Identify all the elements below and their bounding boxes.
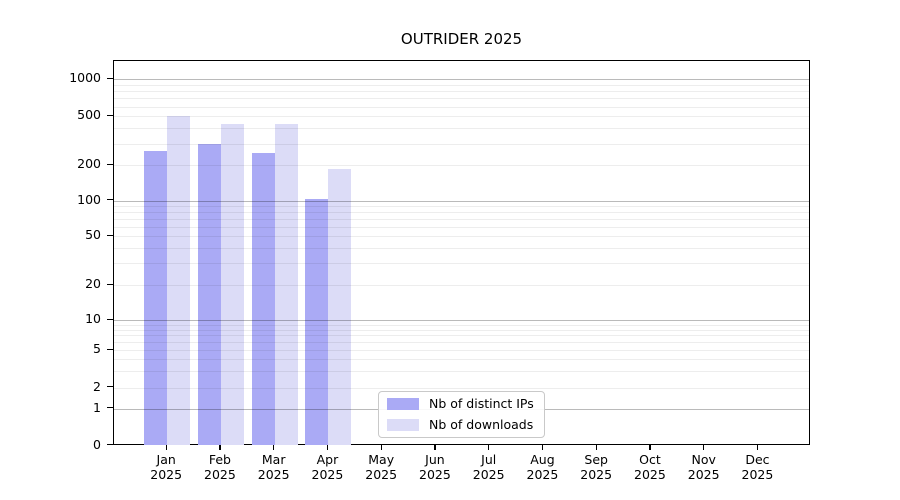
legend-swatch-downloads-icon — [387, 418, 419, 431]
x-axis-tick — [434, 444, 436, 450]
y-axis-tick — [106, 444, 113, 446]
x-axis-tick — [756, 444, 759, 450]
gridline-90 — [114, 205, 809, 207]
y-axis-tick — [106, 199, 113, 201]
y-axis-tick — [106, 163, 113, 166]
x-axis-tick-label: Apr 2025 — [311, 451, 344, 483]
x-axis-tick-label: Jul 2025 — [472, 451, 505, 483]
gridline-9 — [114, 324, 809, 326]
gridline-40 — [114, 248, 809, 249]
gridline-900 — [114, 84, 809, 86]
bar-jan-2025-distinct-ips — [144, 151, 168, 446]
x-axis-tick — [273, 444, 275, 450]
legend-swatch-distinct-ips-icon — [387, 398, 419, 411]
x-axis-tick-label: Dec 2025 — [741, 451, 774, 483]
x-axis-tick-label: Aug 2025 — [526, 451, 559, 483]
y-axis-tick — [106, 407, 113, 409]
gridline-30 — [114, 263, 809, 265]
x-axis-tick-label: Oct 2025 — [634, 451, 666, 483]
x-axis-tick — [165, 444, 167, 450]
x-axis-tick-label: Jan 2025 — [150, 451, 183, 483]
x-axis-tick-label: Feb 2025 — [204, 451, 236, 483]
y-axis-tick — [106, 386, 113, 388]
gridline-100 — [114, 200, 809, 202]
x-axis-tick-label: Nov 2025 — [687, 451, 720, 483]
y-axis-tick-label: 1000 — [69, 70, 101, 86]
legend-label: Nb of distinct IPs — [429, 396, 534, 412]
gridline-800 — [114, 91, 809, 93]
x-axis-tick — [219, 444, 221, 450]
gridline-1000 — [114, 79, 809, 81]
gridline-3 — [114, 371, 809, 373]
x-axis-tick — [595, 444, 597, 450]
gridline-60 — [114, 226, 809, 228]
plot-area — [113, 60, 810, 446]
bar-feb-2025-distinct-ips — [197, 143, 221, 446]
gridline-4 — [114, 359, 809, 361]
x-axis-tick-label: May 2025 — [365, 451, 398, 483]
gridline-5 — [114, 350, 809, 351]
y-axis-tick-label: 5 — [93, 341, 101, 356]
legend-label: Nb of downloads — [429, 416, 534, 432]
x-axis-tick-label: Mar 2025 — [257, 451, 290, 483]
y-axis-tick-label: 1 — [93, 399, 101, 415]
bar-feb-2025-downloads — [220, 123, 244, 446]
y-axis-tick — [106, 348, 113, 350]
y-axis-tick-label: 200 — [77, 156, 101, 172]
gridline-600 — [114, 106, 809, 108]
x-axis-tick — [380, 444, 382, 450]
x-axis-tick — [541, 444, 544, 450]
bar-apr-2025-downloads — [328, 169, 352, 446]
y-axis-tick — [106, 114, 113, 117]
bar-jan-2025-downloads — [167, 116, 191, 446]
x-axis-tick — [326, 444, 329, 450]
x-axis-tick — [703, 444, 705, 450]
gridline-7 — [114, 335, 809, 337]
bar-mar-2025-downloads — [274, 124, 298, 446]
bar-mar-2025-distinct-ips — [251, 153, 275, 446]
gridline-20 — [114, 285, 809, 287]
x-axis-tick-label: Sep 2025 — [580, 451, 613, 483]
gridline-6 — [114, 342, 809, 344]
y-axis-tick-label: 500 — [77, 107, 101, 123]
gridline-8 — [114, 329, 809, 331]
y-axis-tick — [106, 77, 113, 80]
x-axis-tick-label: Jun 2025 — [419, 451, 451, 483]
y-axis-tick-label: 100 — [77, 191, 101, 207]
y-axis-tick — [106, 234, 113, 236]
gridline-400 — [114, 128, 809, 130]
x-axis-tick — [649, 444, 651, 450]
bar-apr-2025-distinct-ips — [305, 199, 329, 446]
gridline-10 — [114, 320, 809, 321]
legend-item-downloads: Nb of downloads — [387, 417, 536, 434]
x-axis-tick — [488, 444, 490, 450]
y-axis-tick-label: 50 — [85, 227, 101, 242]
gridline-70 — [114, 218, 809, 220]
gridline-200 — [114, 165, 809, 167]
chart-title: OUTRIDER 2025 — [400, 30, 523, 48]
y-axis-tick — [106, 283, 113, 286]
gridline-2 — [114, 387, 809, 389]
y-axis-tick — [106, 318, 113, 320]
y-axis-tick-label: 2 — [93, 378, 101, 394]
legend-item-distinct-ips: Nb of distinct IPs — [387, 396, 536, 413]
gridline-80 — [114, 211, 809, 213]
y-axis-tick-label: 0 — [93, 436, 101, 452]
legend: Nb of distinct IPs Nb of downloads — [378, 391, 545, 438]
y-axis-tick-label: 20 — [85, 276, 101, 292]
gridline-50 — [114, 236, 809, 237]
y-axis-tick-label: 10 — [85, 311, 101, 326]
gridline-500 — [114, 116, 809, 118]
gridline-300 — [114, 143, 809, 145]
gridline-700 — [114, 98, 809, 100]
